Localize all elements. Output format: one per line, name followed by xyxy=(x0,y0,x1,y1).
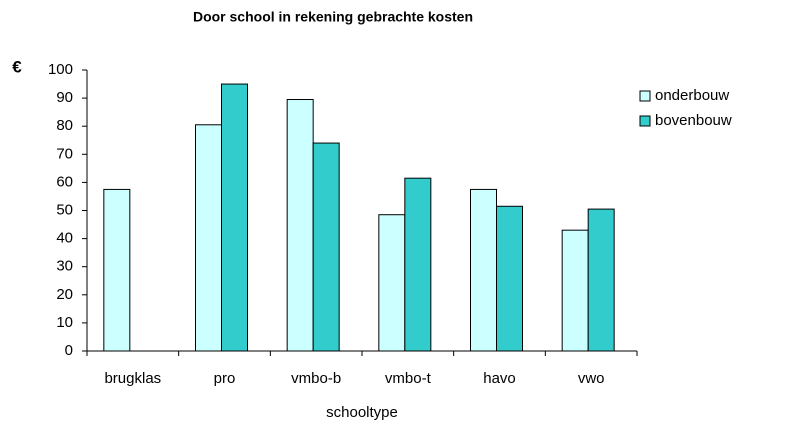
y-tick-label: 100 xyxy=(48,61,73,78)
legend-label: bovenbouw xyxy=(655,112,732,129)
y-tick-label: 80 xyxy=(56,117,73,134)
x-tick-label: havo xyxy=(483,370,516,387)
y-tick-label: 70 xyxy=(56,145,73,162)
bar xyxy=(470,188,497,352)
bar xyxy=(587,208,615,352)
legend-swatch xyxy=(639,90,651,102)
legend-label: onderbouw xyxy=(655,87,729,104)
bar xyxy=(561,229,589,352)
y-tick-label: 90 xyxy=(56,89,73,106)
x-axis-label: schooltype xyxy=(326,404,398,421)
x-tick-label: vmbo-t xyxy=(385,370,432,387)
y-tick-label: 30 xyxy=(56,258,73,275)
y-tick-label: 40 xyxy=(56,230,73,247)
bar xyxy=(221,83,248,352)
bar xyxy=(286,99,314,352)
x-tick-label: vwo xyxy=(578,370,605,387)
x-tick-label: vmbo-b xyxy=(291,370,341,387)
y-tick-label: 50 xyxy=(56,201,73,218)
y-tick-label: 20 xyxy=(56,286,73,303)
y-tick-label: 10 xyxy=(56,314,73,331)
bar xyxy=(496,205,523,352)
y-tick-label: 0 xyxy=(65,342,73,359)
bar xyxy=(404,177,432,352)
chart-title: Door school in rekening gebrachte kosten xyxy=(193,9,473,25)
legend-swatch xyxy=(639,115,651,127)
x-tick-label: pro xyxy=(214,370,236,387)
bar xyxy=(195,124,222,352)
y-tick-label: 60 xyxy=(56,173,73,190)
bar xyxy=(378,214,406,352)
y-axis-label: € xyxy=(12,57,22,76)
bar xyxy=(312,142,340,352)
x-tick-label: brugklas xyxy=(104,370,161,387)
bar xyxy=(103,188,131,352)
